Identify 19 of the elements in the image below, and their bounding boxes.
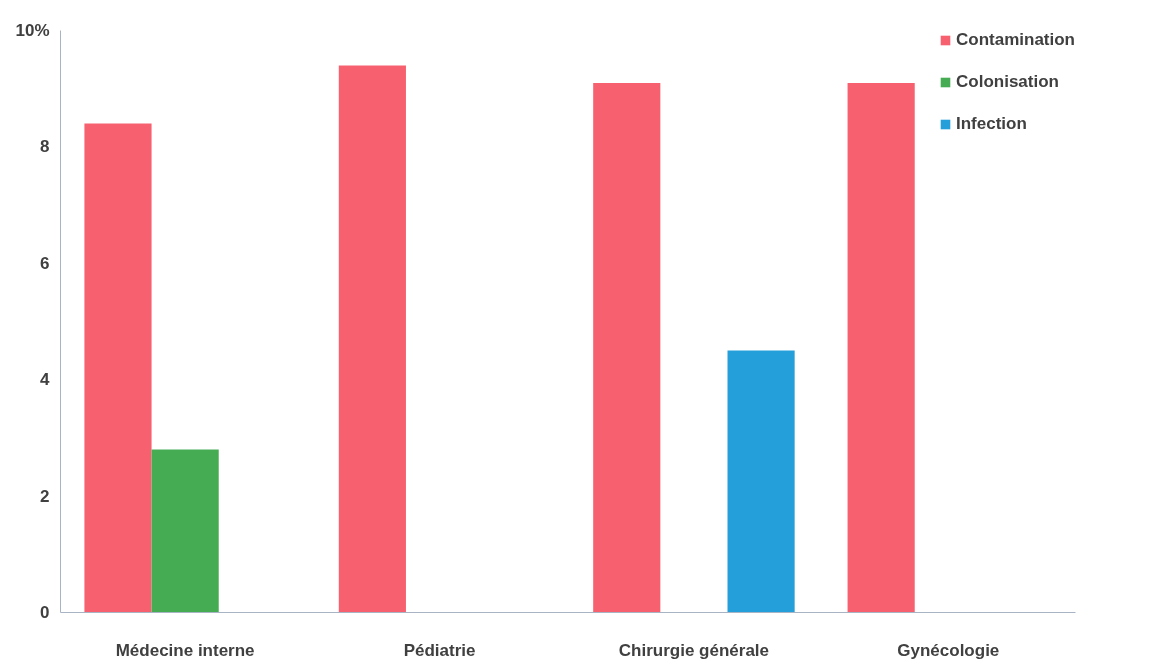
x-tick-label: Médecine interne <box>115 640 255 660</box>
y-tick-label: 0 <box>40 603 50 622</box>
y-tick-label: 8 <box>40 137 50 157</box>
x-tick-label: Chirurgie générale <box>618 640 770 660</box>
x-tick-label: Gynécologie <box>897 640 1000 660</box>
bar <box>338 65 406 613</box>
y-tick-label: 10% <box>15 21 50 40</box>
x-tick-label: Pédiatrie <box>403 640 476 660</box>
bar <box>727 350 795 613</box>
legend-label: Infection <box>956 114 1027 134</box>
y-tick-label: 2 <box>40 486 50 506</box>
bar <box>151 449 219 613</box>
bar <box>84 123 152 613</box>
y-tick-label: 4 <box>40 370 51 390</box>
legend-label: Contamination <box>956 30 1075 50</box>
bar <box>847 82 915 613</box>
y-tick-label: 6 <box>40 253 50 273</box>
legend-label: Colonisation <box>956 72 1059 92</box>
bar <box>593 82 661 613</box>
